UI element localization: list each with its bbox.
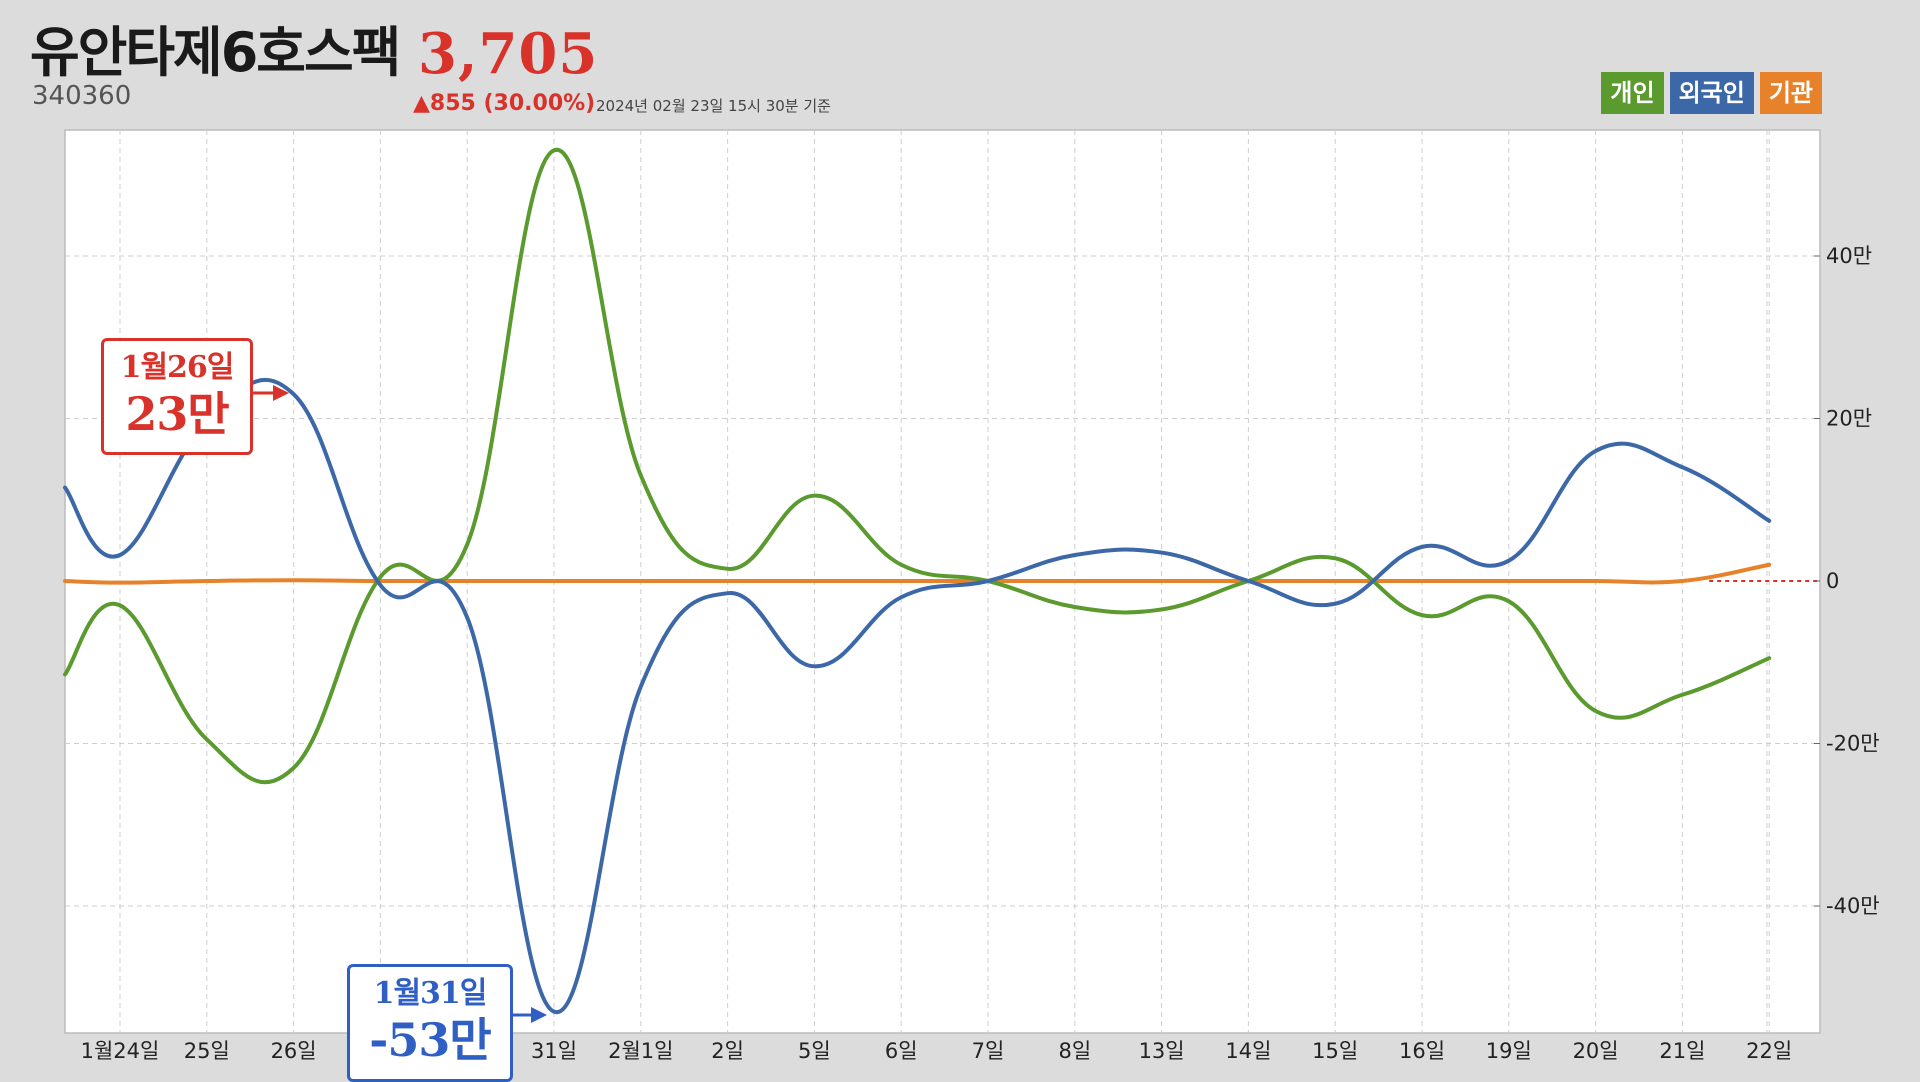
max-callout-value: 23만 (125, 387, 229, 441)
y-tick-label: 20만 (1826, 407, 1872, 431)
x-tick-label: 2월1일 (608, 1039, 673, 1063)
y-tick-label: -20만 (1826, 732, 1880, 756)
stock-code: 340360 (32, 81, 132, 111)
x-tick-label: 7일 (972, 1039, 1005, 1063)
series-lines (63, 148, 1772, 1014)
legend-item-institution: 기관 (1759, 72, 1822, 114)
x-tick-label: 13일 (1139, 1039, 1185, 1063)
max-callout-arrowhead (273, 385, 289, 401)
chart-legend: 개인 외국인 기관 (1601, 72, 1822, 114)
x-tick-label: 31일 (531, 1039, 577, 1063)
x-tick-label: 21일 (1659, 1039, 1705, 1063)
x-axis-labels: 1월24일 25일 26일 31일 2월1일 2일 5일 6일 7일 8일 13일 14일 15일 16일… (81, 1039, 1793, 1063)
min-callout-value: -53만 (369, 1013, 491, 1067)
min-callout-arrowhead (531, 1007, 547, 1023)
reference-date: 2024년 02월 23일 15시 30분 기준 (596, 97, 831, 115)
x-tick-label: 20일 (1573, 1039, 1619, 1063)
x-tick-label: 26일 (271, 1039, 317, 1063)
series-line-institution (63, 562, 1772, 585)
x-tick-label: 14일 (1225, 1039, 1271, 1063)
y-tick-label: -40만 (1826, 894, 1880, 918)
x-tick-label: 8일 (1058, 1039, 1091, 1063)
min-callout-date: 1월31일 (373, 976, 488, 1011)
legend-item-individual: 개인 (1601, 72, 1664, 114)
x-tick-label: 25일 (184, 1039, 230, 1063)
series-line-individual (63, 148, 1772, 785)
x-tick-label: 1월24일 (81, 1039, 160, 1063)
y-tick-label: 0 (1826, 569, 1839, 593)
y-axis-labels: 40만 20만 0 -20만 -40만 (1814, 244, 1880, 918)
legend-item-foreign: 외국인 (1669, 72, 1754, 114)
x-tick-label: 22일 (1746, 1039, 1792, 1063)
stock-price: 3,705 (418, 21, 599, 87)
x-tick-label: 16일 (1399, 1039, 1445, 1063)
min-value-callout: 1월31일 -53만 (347, 964, 513, 1082)
x-tick-label: 19일 (1486, 1039, 1532, 1063)
y-tick-label: 40만 (1826, 244, 1872, 268)
series-line-foreign (63, 377, 1772, 1014)
x-tick-label: 6일 (885, 1039, 918, 1063)
x-tick-label: 15일 (1312, 1039, 1358, 1063)
stock-name: 유안타제6호스팩 (30, 21, 401, 84)
price-change: ▲855 (30.00%) (413, 91, 596, 116)
x-tick-label: 5일 (798, 1039, 831, 1063)
max-value-callout: 1월26일 23만 (101, 338, 253, 455)
x-tick-label: 2일 (711, 1039, 744, 1063)
max-callout-date: 1월26일 (120, 350, 235, 385)
